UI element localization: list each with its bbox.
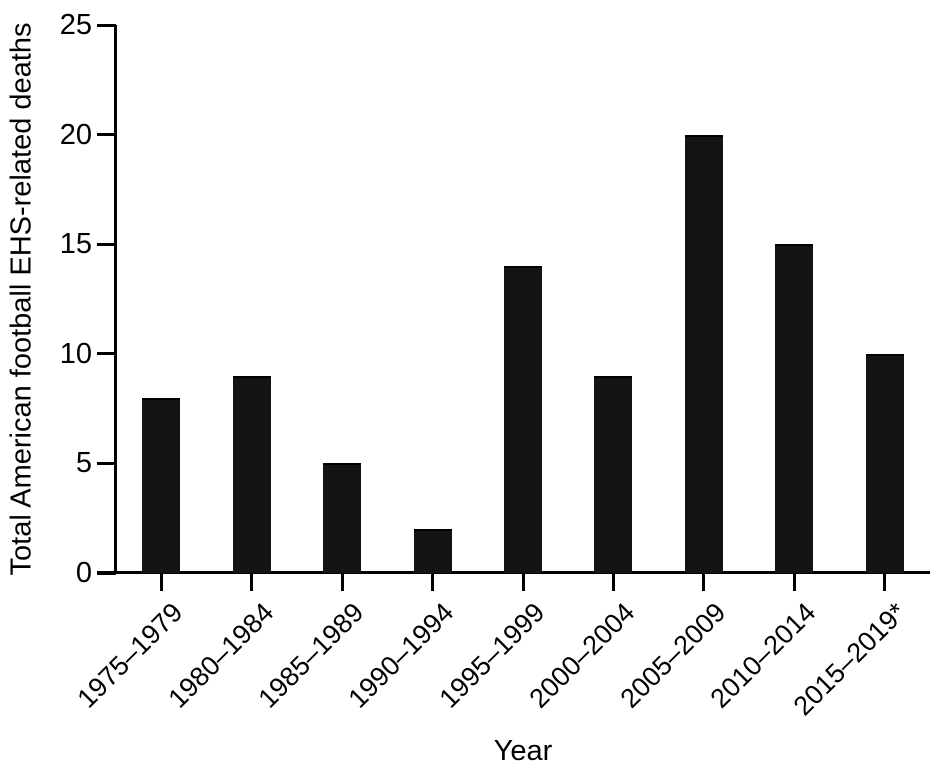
bar-3: [323, 463, 362, 573]
x-axis-title: Year: [493, 735, 553, 767]
bar-6: [594, 375, 633, 573]
y-tick-label: 25: [59, 9, 92, 41]
y-tick: [97, 461, 116, 465]
y-tick-label: 10: [59, 337, 92, 370]
x-tick: [340, 574, 344, 591]
x-tick: [250, 574, 254, 591]
x-tick: [792, 574, 796, 591]
y-tick: [97, 242, 116, 246]
bar-5: [504, 266, 542, 573]
y-tick-label: 5: [75, 447, 92, 480]
y-axis-title: Total American football EHS-related deat…: [5, 22, 38, 576]
y-tick-label: 15: [59, 228, 92, 261]
bar-2: [232, 375, 271, 573]
bar-9: [865, 353, 904, 573]
bar-4: [413, 529, 452, 573]
y-tick: [97, 571, 116, 575]
x-tick: [159, 574, 163, 591]
y-tick-label: 0: [75, 557, 92, 589]
y-tick: [97, 23, 116, 27]
bar-7: [684, 134, 723, 573]
y-axis-line: [114, 25, 117, 574]
y-tick: [97, 352, 116, 356]
x-tick: [883, 574, 887, 591]
bar-1: [142, 397, 181, 573]
x-tick: [702, 574, 706, 591]
x-tick: [431, 574, 435, 591]
y-tick-label: 20: [59, 118, 92, 151]
x-tick: [521, 574, 525, 591]
bar-8: [775, 244, 814, 573]
x-tick: [611, 574, 615, 591]
y-tick: [97, 133, 116, 137]
